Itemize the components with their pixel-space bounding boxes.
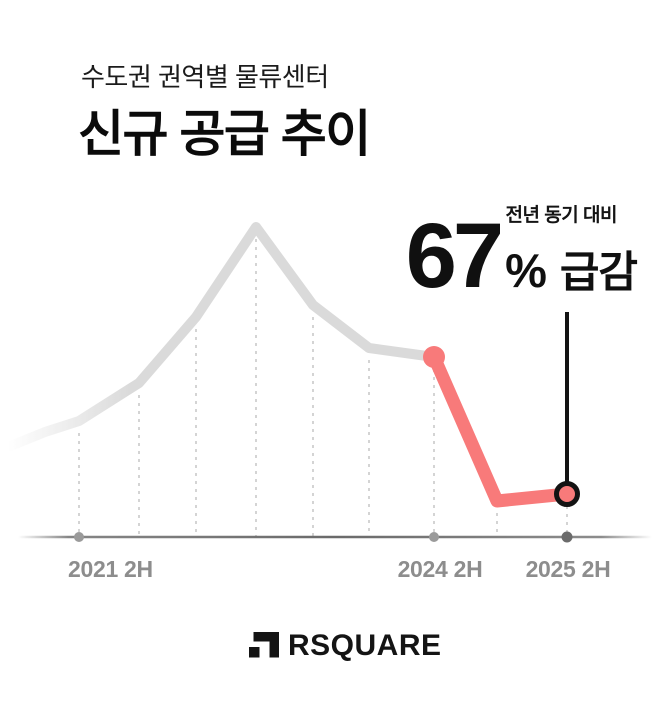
x-tick-2024-2h: 2024 2H: [397, 556, 483, 582]
point-marker-end: [554, 481, 580, 507]
callout-suffix: 급감: [559, 249, 638, 297]
callout-label: 전년 동기 대비: [505, 205, 618, 226]
trend-line-highlight: [427, 350, 574, 508]
callout-value: 67: [405, 205, 504, 307]
brand-logo: RSQUARE: [249, 629, 442, 661]
callout-value-row: 67 % 급감: [405, 205, 638, 307]
rsquare-logo-icon: [249, 632, 279, 658]
x-tick-2021-2h: 2021 2H: [68, 556, 153, 582]
axis-dot: [429, 532, 439, 542]
chart-title: 신규 공급 추이: [78, 106, 371, 162]
chart-subtitle: 수도권 권역별 물류센터: [81, 62, 329, 92]
trend-line-gray: [3, 222, 439, 452]
axis-dot: [74, 532, 84, 542]
callout-percent-sign: %: [505, 244, 547, 297]
point-marker-start: [423, 346, 445, 368]
axis-dot: [561, 531, 573, 543]
brand-logo-text: RSQUARE: [288, 629, 442, 662]
x-tick-2025-2h: 2025 2H: [525, 556, 611, 582]
